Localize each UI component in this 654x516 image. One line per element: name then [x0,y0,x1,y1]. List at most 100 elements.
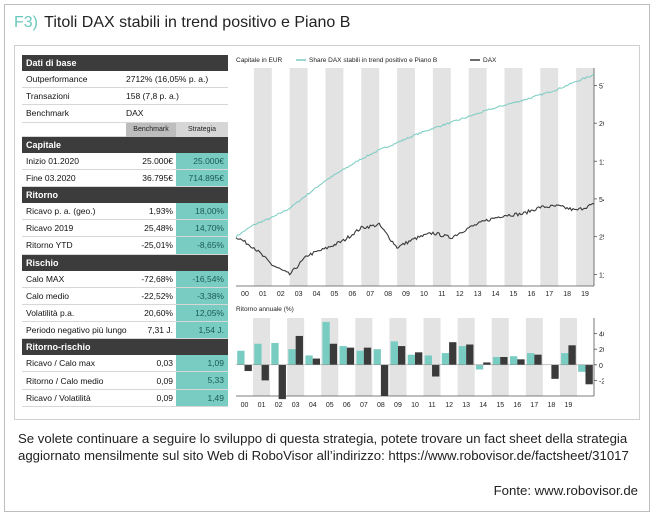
strategy-value: 12,05% [176,304,228,322]
x-tick-label: 08 [377,402,385,409]
bar [244,364,252,372]
bar [295,335,303,365]
bar [534,354,542,365]
table-row: Calo MAX -72,68% -16,54% [22,270,228,288]
benchmark-value: 0,09 [156,392,173,403]
table-row: Calo medio -22,52% -3,38% [22,287,228,305]
x-tick-label: 19 [565,402,573,409]
table-row: Ricavo / Calo max 0,03 1,09 [22,355,228,373]
bar [363,347,372,365]
y-tick-label: -20 [599,378,604,385]
strategy-value: 1,49 [176,389,228,406]
y-tick-label: 25.000 [599,235,604,242]
bar [458,346,467,365]
benchmark-header: Benchmark [126,122,176,137]
table-row: Ritorno / Calo medio 0,09 5,33 [22,372,228,390]
table-row: Ricavo 2019 25,48% 14,70% [22,220,228,238]
bar [407,354,415,365]
y-tick-label: 20 [599,347,604,354]
section-header: Rischio [22,254,228,271]
x-tick-label: 16 [527,291,535,298]
strategy-value: 1,09 [176,355,228,372]
x-tick-label: 06 [348,291,356,298]
x-tick-label: 07 [366,291,374,298]
strategy-value: 1,54 J. [176,322,228,339]
x-tick-label: 07 [360,402,368,409]
row-label: Periodo negativo più lungo [26,325,127,336]
table-row: Periodo negativo più lungo 7,31 J. 1,54 J. [22,322,228,340]
benchmark-value: -25,01% [141,240,173,251]
x-tick-label: 19 [581,291,589,298]
benchmark-value: 1,93% [148,206,173,217]
bar [424,355,433,365]
row-label: Ricavo 2019 [26,223,74,234]
benchmark-value: -22,52% [141,290,173,301]
bar [380,364,389,396]
x-tick-label: 12 [456,291,464,298]
bar [288,349,296,365]
table-row: Ricavo / Volatilità 0,09 1,49 [22,389,228,407]
y-tick-label: 0 [599,363,603,370]
benchmark-value: 25,48% [144,223,173,234]
caption: Se volete continuare a seguire lo svilup… [18,431,629,463]
bar [483,362,491,365]
row-label: Calo medio [26,290,69,301]
x-tick-label: 17 [545,291,553,298]
benchmark-value: 36.795€ [142,172,173,183]
benchmark-value: -72,68% [141,273,173,284]
bar [312,358,321,365]
x-tick-label: 14 [479,402,487,409]
bar [509,356,518,365]
bar [492,357,501,365]
bar [271,342,279,365]
x-tick-label: 02 [275,402,283,409]
x-tick-label: 11 [438,291,445,298]
table-row: Volatilità p.a. 20,60% 12,05% [22,304,228,323]
x-tick-label: 06 [343,402,351,409]
x-tick-label: 00 [241,291,249,298]
bar [305,355,313,365]
row-label: Ritorno / Calo medio [26,375,104,386]
x-tick-label: 18 [563,291,571,298]
chart-title: Capitale in EUR [236,57,283,64]
bar [466,344,474,365]
row-label: Outperformance [26,74,88,85]
stats-table: Dati di base Outperformance 2712% (16,05% … [22,55,228,407]
figure-title: F3) Titoli DAX stabili in trend positivo… [14,14,350,32]
bar [415,352,423,365]
bar [397,346,406,365]
source-note: Fonte: www.robovisor.de [493,483,638,498]
row-label: Transazioni [26,91,70,102]
figure-tag: F3) [14,14,38,31]
benchmark-value: 0,09 [156,375,173,386]
y-tick-label: 570.000 [599,84,604,91]
bar [475,364,484,370]
strategy-value: -3,38% [176,287,228,304]
x-tick-label: 03 [292,402,300,409]
section-header: Dati di base [22,55,228,71]
benchmark-value: 7,31 J. [147,325,173,336]
x-tick-label: 03 [295,291,303,298]
x-tick-label: 11 [428,402,435,409]
x-tick-label: 13 [474,291,482,298]
strategy-header: Strategia [176,122,228,137]
row-label: Benchmark [26,108,69,119]
table-row: Ritorno YTD -25,01% -8,65% [22,237,228,255]
x-tick-label: 18 [547,402,555,409]
year-band [397,68,415,286]
basics-row: Benchmark DAX [22,105,228,123]
x-tick-label: 10 [420,291,428,298]
row-label: Ritorno YTD [26,240,73,251]
row-label: Calo MAX [26,273,65,284]
bar [329,343,338,365]
row-label: Ricavo p. a. (geo.) [26,206,96,217]
y-tick-label: 11.400 [599,273,604,280]
bar [346,347,355,365]
bar [517,359,525,365]
y-tick-label: 40 [599,332,604,339]
x-tick-label: 16 [513,402,521,409]
bar [356,350,364,365]
x-tick-label: 02 [277,291,285,298]
x-tick-label: 12 [445,402,453,409]
x-tick-label: 00 [241,402,249,409]
